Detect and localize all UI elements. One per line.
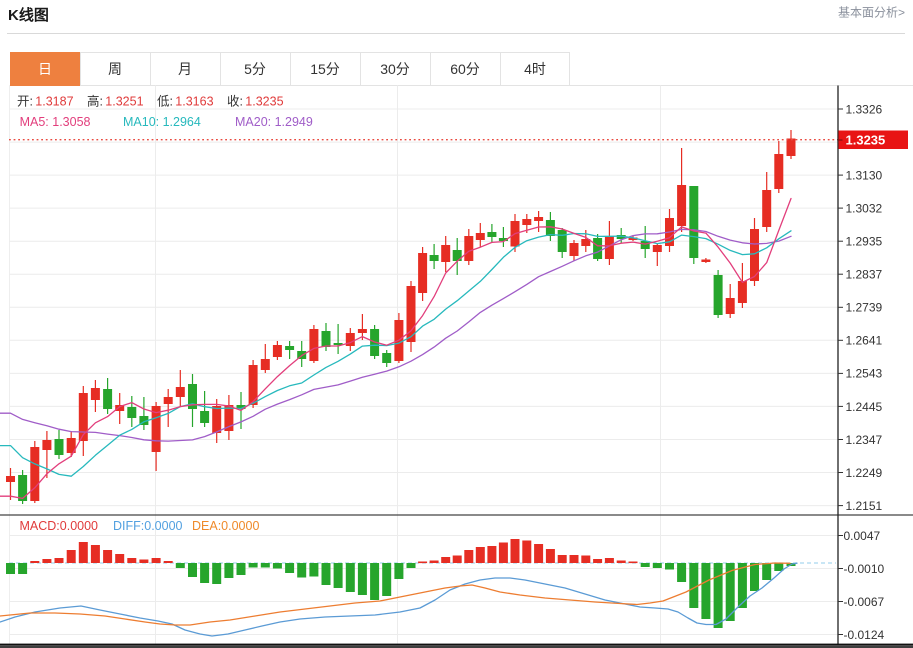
svg-text:DIFF:0.0000: DIFF:0.0000 (113, 519, 183, 533)
svg-text:1.2151: 1.2151 (846, 499, 883, 513)
svg-text:1.2739: 1.2739 (846, 301, 883, 315)
svg-text:60分: 60分 (450, 61, 480, 77)
svg-text:MA10: 1.2964: MA10: 1.2964 (123, 115, 201, 129)
svg-text:周: 周 (108, 61, 122, 77)
svg-text:1.2837: 1.2837 (846, 268, 883, 282)
svg-text:K线图: K线图 (8, 6, 49, 24)
svg-text:0.0047: 0.0047 (844, 529, 881, 543)
svg-text:1.3187: 1.3187 (35, 94, 73, 108)
svg-text:收:: 收: (227, 94, 243, 108)
svg-text:MA5: 1.3058: MA5: 1.3058 (20, 115, 91, 129)
svg-text:开:: 开: (17, 94, 33, 108)
svg-text:MA20: 1.2949: MA20: 1.2949 (235, 115, 313, 129)
svg-text:5分: 5分 (244, 61, 266, 77)
svg-text:DEA:0.0000: DEA:0.0000 (192, 519, 259, 533)
svg-text:1.2641: 1.2641 (846, 334, 883, 348)
svg-text:1.3130: 1.3130 (846, 168, 883, 182)
svg-text:日: 日 (38, 61, 52, 77)
svg-text:基本面分析>: 基本面分析> (838, 6, 905, 20)
svg-text:-0.0010: -0.0010 (844, 562, 885, 576)
svg-text:1.2935: 1.2935 (846, 235, 883, 249)
svg-text:-0.0067: -0.0067 (844, 595, 885, 609)
svg-text:1.3251: 1.3251 (105, 94, 143, 108)
svg-text:1.3235: 1.3235 (846, 133, 886, 148)
svg-text:1.3032: 1.3032 (846, 201, 883, 215)
svg-text:1.2543: 1.2543 (846, 367, 883, 381)
svg-text:30分: 30分 (380, 61, 410, 77)
svg-text:MACD:0.0000: MACD:0.0000 (20, 519, 99, 533)
svg-text:15分: 15分 (310, 61, 340, 77)
svg-text:高:: 高: (87, 93, 103, 108)
svg-text:1.3326: 1.3326 (846, 102, 883, 116)
svg-text:1.2445: 1.2445 (846, 400, 883, 414)
svg-text:1.3163: 1.3163 (175, 94, 213, 108)
svg-text:-0.0124: -0.0124 (844, 628, 885, 642)
svg-text:1.2249: 1.2249 (846, 466, 883, 480)
svg-text:1.2347: 1.2347 (846, 433, 883, 447)
svg-text:1.3235: 1.3235 (245, 94, 283, 108)
svg-text:低:: 低: (157, 94, 173, 108)
svg-text:4时: 4时 (524, 61, 546, 77)
svg-text:月: 月 (178, 61, 192, 77)
